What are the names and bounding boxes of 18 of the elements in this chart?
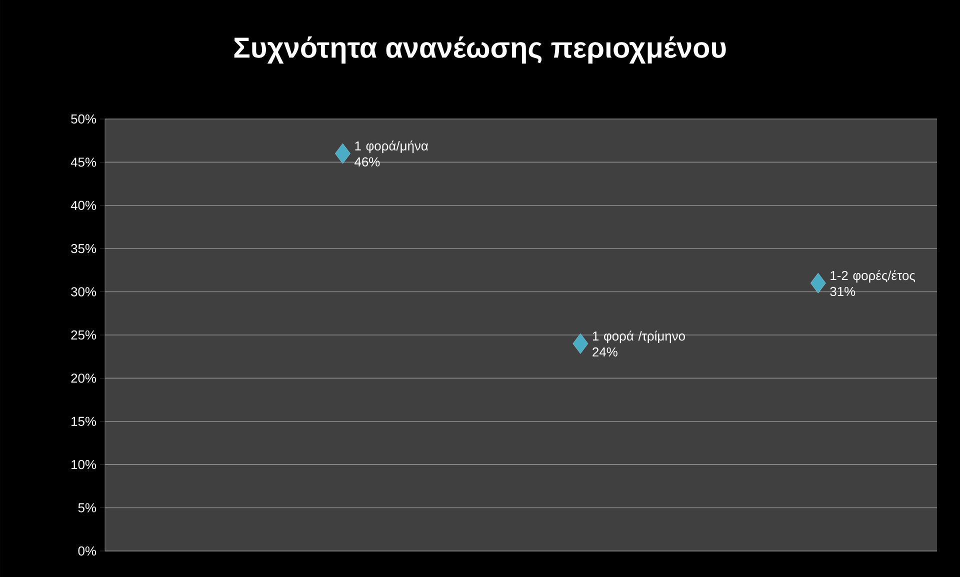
data-label: 1 φορά/μήνα 46% <box>354 140 428 166</box>
data-label: 1 φορά /τρίμηνο 24% <box>592 330 685 357</box>
y-tick-label: 0% <box>78 546 96 556</box>
chart-title: Συχνότητα ανανέωσης περιοχμένου <box>234 36 726 64</box>
y-tick-label: 35% <box>71 244 96 254</box>
point <box>572 333 588 354</box>
y-tick-label: 15% <box>72 416 96 426</box>
y-tick-label: 45% <box>70 158 96 167</box>
point <box>335 143 350 164</box>
point <box>810 272 826 294</box>
y-tick-label: 5% <box>78 503 96 512</box>
y-tick-label: 30% <box>71 287 96 296</box>
data-label: 1-2 φορές/έτος 31% <box>830 270 916 296</box>
y-tick-label: 25% <box>71 330 96 340</box>
y-tick-label: 20% <box>71 374 96 383</box>
y-tick-label: 40% <box>70 200 96 210</box>
y-tick-label: 50% <box>71 114 96 124</box>
y-tick-label: 10% <box>72 460 96 470</box>
